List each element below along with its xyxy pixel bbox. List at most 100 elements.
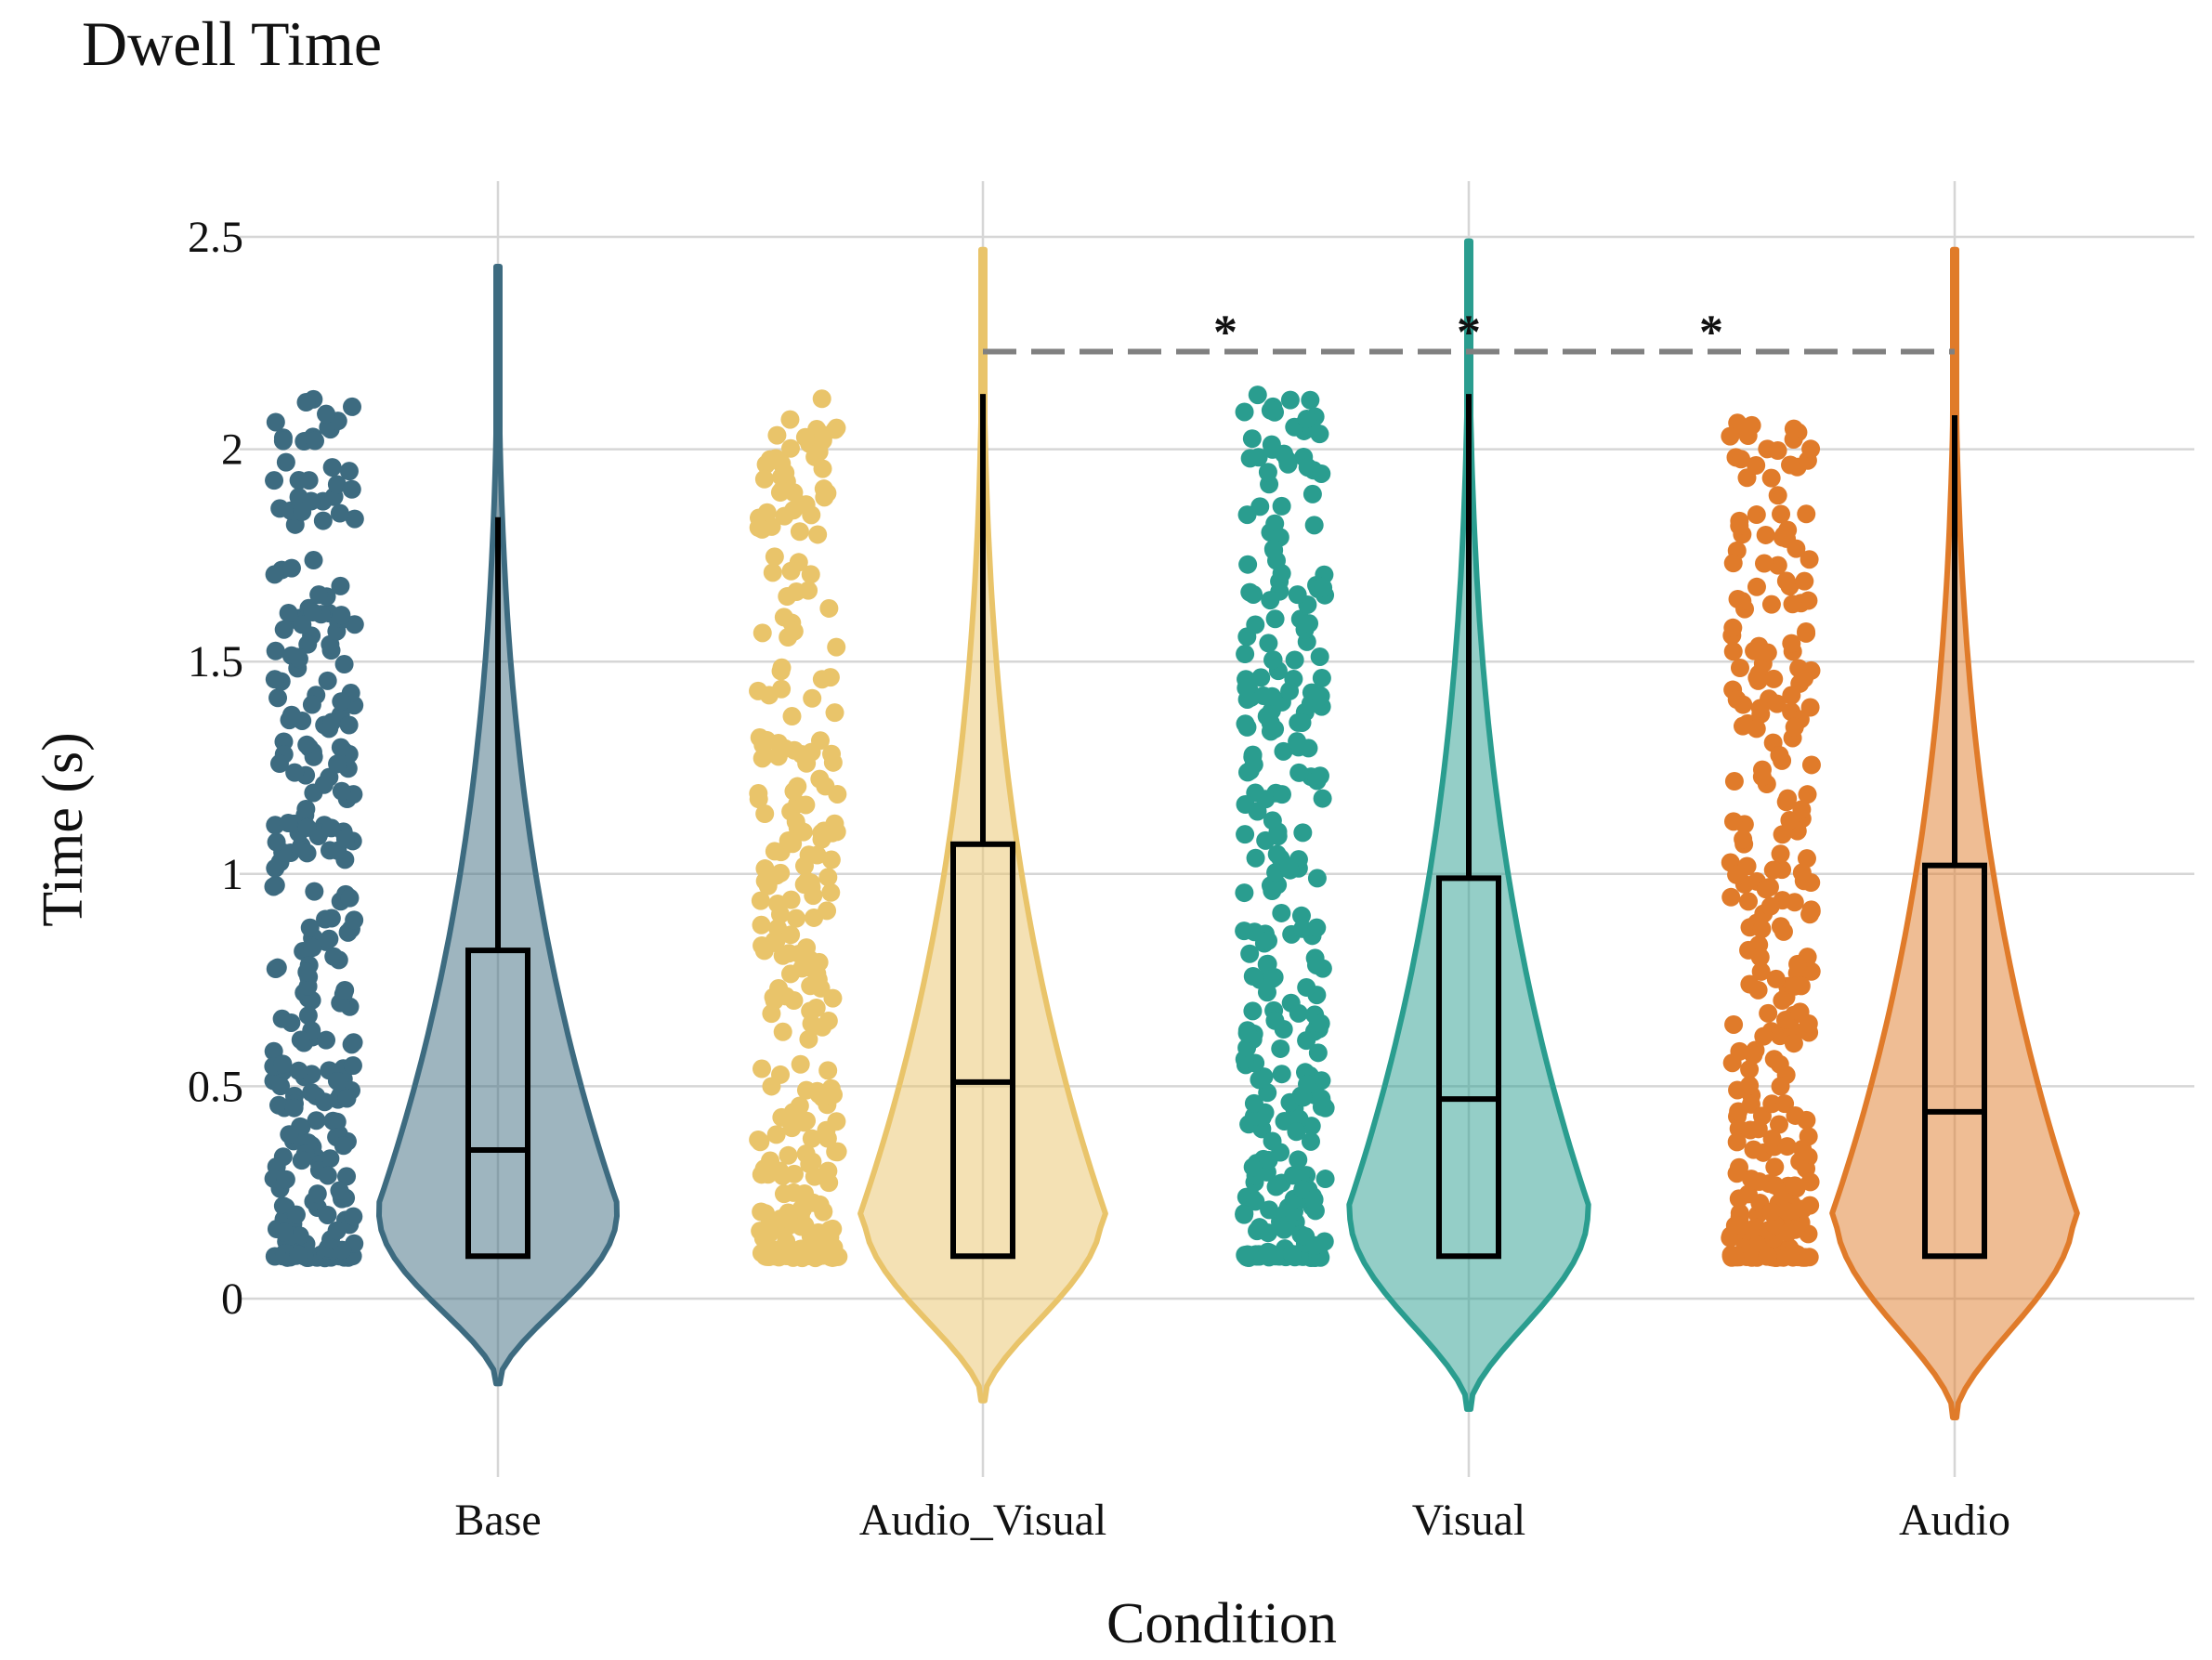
data-point [1259,931,1278,950]
data-point [339,462,359,481]
data-point [1307,918,1327,937]
data-point [1801,900,1821,920]
data-point [1731,1216,1750,1235]
data-point [274,1222,294,1242]
data-point [766,1125,786,1144]
data-point [1263,686,1282,706]
data-point [344,1207,363,1226]
boxplots [465,394,1987,1260]
data-point [1782,686,1801,705]
data-point [1304,516,1324,535]
data-point [285,763,305,782]
data-point [1729,1189,1748,1209]
data-point [1302,484,1322,503]
data-point [802,878,821,897]
data-point [1243,1157,1263,1177]
data-point [1767,694,1787,713]
data-point [289,1061,308,1080]
data-point [802,959,821,978]
y-tick-label: 1 [221,850,243,899]
data-point [327,1221,347,1240]
data-point [1734,830,1753,849]
data-point [1251,668,1271,687]
data-point [1762,1130,1782,1149]
data-point [756,1204,776,1223]
data-point [1260,1200,1279,1220]
data-point [1725,1246,1745,1265]
data-point [755,871,775,891]
data-point [1313,789,1332,808]
data-point [1786,1105,1805,1125]
data-point [1287,1122,1306,1142]
data-point [1797,622,1816,642]
data-point [749,681,768,700]
y-tick-labels: 0 0.5 1 1.5 2 2.5 [188,213,243,1324]
data-point [1246,615,1265,634]
data-point [1301,1131,1320,1151]
data-point [1289,1150,1308,1170]
data-point [1778,1222,1798,1242]
data-point [1268,827,1288,846]
x-tick-labels: Base Audio_Visual Visual Audio [454,1496,2010,1545]
data-point [1259,1150,1278,1170]
data-point [1750,948,1770,967]
data-point [772,658,792,677]
data-point [765,842,784,861]
data-point [1289,763,1309,782]
data-point [768,894,788,913]
data-point [1301,390,1320,410]
data-point [1266,1177,1286,1196]
data-point [1795,669,1814,688]
data-point [340,888,360,908]
data-point [755,804,775,824]
data-point [273,431,293,451]
data-point [330,503,349,523]
box-iqr [465,948,530,1260]
data-point [302,990,321,1010]
data-point [826,420,845,439]
data-point [753,623,772,643]
data-point [1299,739,1318,758]
data-point [823,1219,843,1238]
data-point [276,1170,295,1189]
data-point [330,1181,349,1200]
data-point [825,703,844,723]
data-point [1265,609,1285,629]
data-point [1282,1244,1302,1263]
data-point [1298,1075,1317,1094]
y-tick-label: 1.5 [188,637,243,686]
data-point [1785,1176,1804,1196]
data-point [1768,556,1787,575]
data-point [1259,634,1278,653]
data-point [1752,760,1772,779]
data-point [821,850,841,869]
data-point [1799,1013,1818,1033]
data-point [1763,860,1783,880]
data-point [1752,920,1772,939]
data-point [1801,755,1821,775]
data-point [322,712,342,732]
data-point [1747,505,1766,525]
data-point [1769,1115,1788,1134]
data-point [1315,1170,1335,1189]
data-point [291,1030,310,1050]
data-point [324,947,344,966]
data-point [1781,455,1800,475]
data-point [266,960,285,979]
data-point [1761,468,1781,488]
data-point [763,563,782,582]
data-point [1289,1003,1308,1023]
y-tick-label: 0 [221,1274,243,1324]
data-point [1300,614,1319,634]
data-point [1237,763,1257,782]
data-point [1248,386,1267,405]
data-point [321,818,341,838]
y-axis-label: Time (s) [32,732,95,927]
data-point [280,1125,299,1144]
data-point [758,1218,778,1237]
data-point [1772,504,1791,524]
y-tick-label: 2 [221,425,243,475]
data-point [800,1155,819,1174]
data-point [1244,584,1263,604]
data-point [1730,516,1749,536]
